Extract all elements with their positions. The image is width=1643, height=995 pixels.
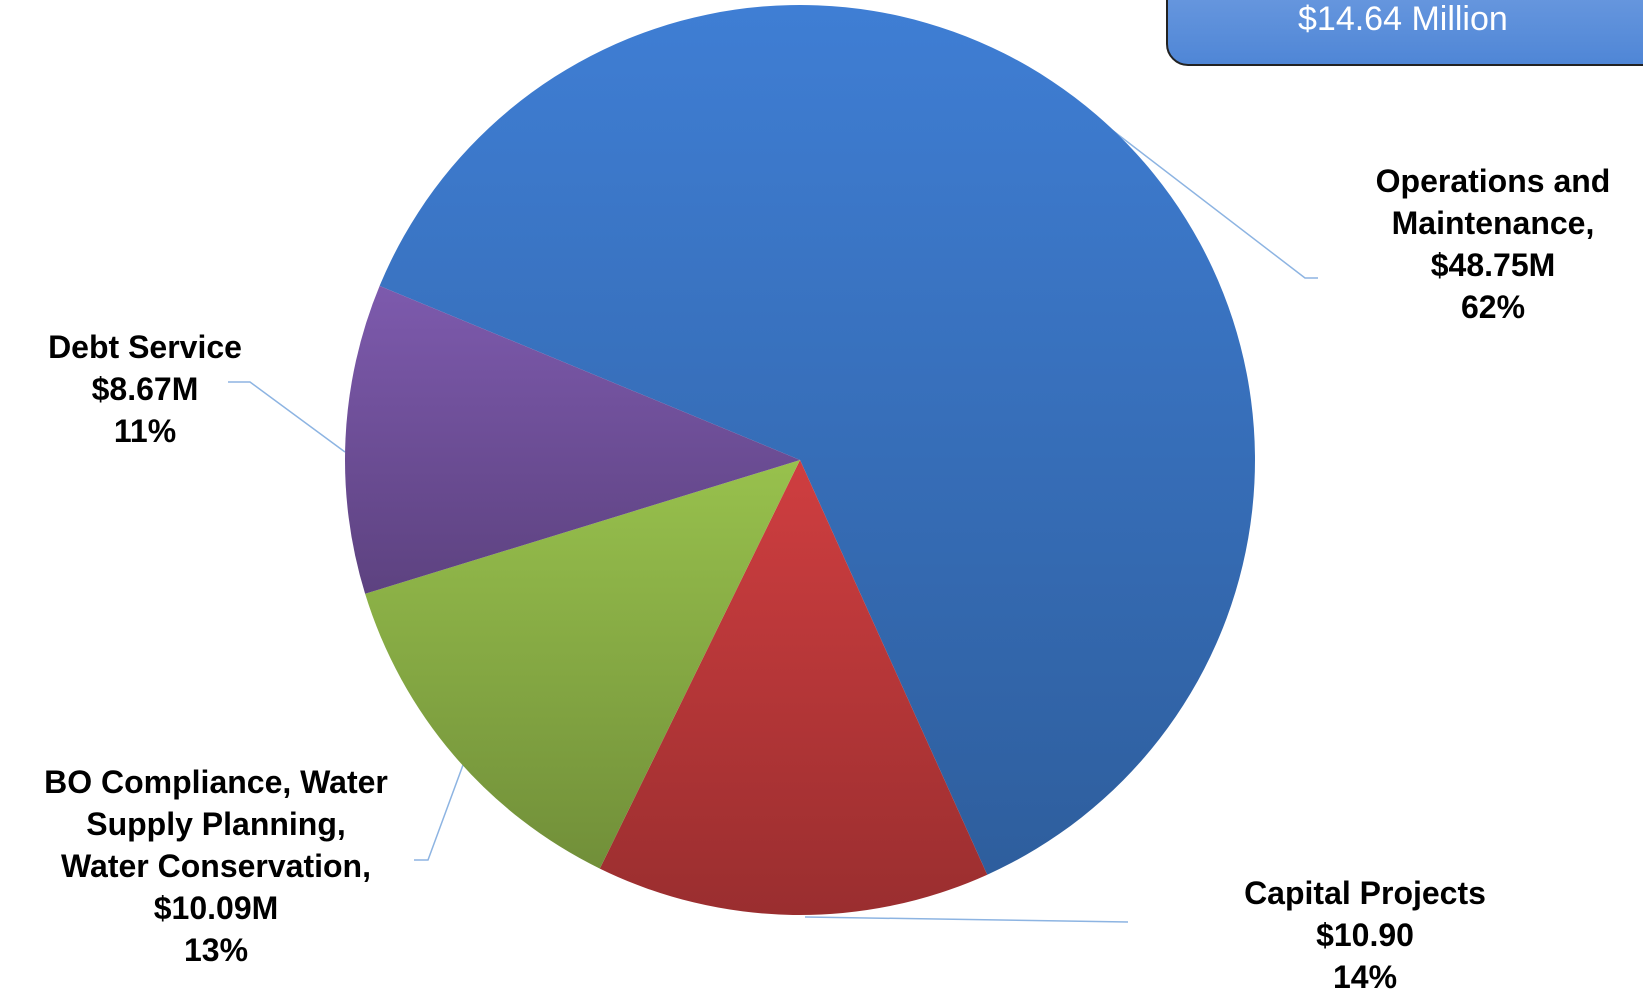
slice-label-line: BO Compliance, Water bbox=[44, 764, 388, 800]
slice-label-line: $10.90 bbox=[1316, 917, 1414, 953]
leader-lines bbox=[228, 129, 1318, 923]
slice-label-bo-compliance-water-supply-planning-water-conservation: BO Compliance, Water Supply Planning, Wate… bbox=[44, 764, 388, 968]
pie-slice-bo-compliance-water-supply-planning-water-conservation bbox=[365, 460, 800, 869]
total-callout-box: $14.64 Million bbox=[1166, 0, 1643, 66]
slice-label-line: Capital Projects bbox=[1244, 875, 1486, 911]
slice-label-operations-and-maintenance: Operations and Maintenance, $48.75M 62% bbox=[1376, 163, 1611, 325]
slice-label-line: $8.67M bbox=[92, 371, 199, 407]
slice-label-debt-service: Debt Service $8.67M 11% bbox=[48, 329, 242, 449]
slice-label-line: $48.75M bbox=[1431, 247, 1556, 283]
slice-label-line: Water Conservation, bbox=[61, 848, 371, 884]
slice-label-line: $10.09M bbox=[154, 890, 279, 926]
slice-label-line: Maintenance, bbox=[1392, 205, 1595, 241]
total-callout-text: $14.64 Million bbox=[1298, 0, 1508, 38]
slice-label-line: Supply Planning, bbox=[86, 806, 346, 842]
slice-labels: Operations and Maintenance, $48.75M 62% Capi… bbox=[44, 163, 1610, 995]
pie-slice-operations-and-maintenance bbox=[379, 5, 1255, 875]
leader-line-debt-service bbox=[228, 381, 346, 453]
pie-slice-debt-service bbox=[344, 285, 800, 594]
leader-line-bo-compliance-water-supply-planning-water-conservation bbox=[414, 764, 464, 861]
slice-label-line: 62% bbox=[1461, 289, 1525, 325]
slice-label-line: Operations and bbox=[1376, 163, 1611, 199]
leader-line-operations-and-maintenance bbox=[1111, 129, 1318, 279]
slice-label-line: 13% bbox=[184, 932, 248, 968]
slice-label-capital-projects: Capital Projects $10.90 14% bbox=[1244, 875, 1486, 995]
slice-label-line: 14% bbox=[1333, 959, 1397, 995]
leader-line-capital-projects bbox=[804, 916, 1129, 923]
pie-slice-capital-projects bbox=[599, 460, 988, 915]
pie-slices bbox=[344, 5, 1255, 915]
slice-label-line: 11% bbox=[114, 413, 176, 449]
slice-label-line: Debt Service bbox=[48, 329, 242, 365]
